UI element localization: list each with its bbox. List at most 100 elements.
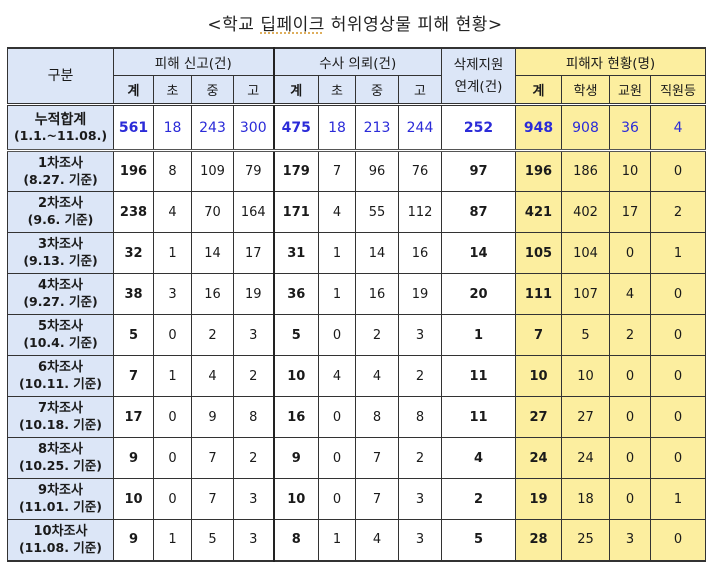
row-period: (8.27. 기준) (23, 171, 98, 187)
row-period: (10.25. 기준) (18, 458, 103, 473)
victim-students: 27 (561, 396, 610, 438)
invest-elementary: 4 (318, 191, 356, 233)
header-report-elementary: 초 (153, 75, 192, 106)
table-row: 7차조사 (10.18. 기준) 17 0 9 8 16 0 8 8 11 27 … (7, 396, 707, 438)
deletion-support: 20 (441, 273, 516, 315)
report-elementary: 1 (153, 232, 192, 274)
invest-high: 76 (398, 150, 442, 192)
invest-elementary: 4 (318, 355, 356, 397)
invest-middle: 8 (355, 396, 399, 438)
report-elementary: 0 (153, 396, 192, 438)
header-victim-group: 피해자 현황(명) (514, 47, 707, 76)
invest-elementary: 1 (318, 273, 356, 315)
row-period: (9.6. 기준) (27, 212, 94, 227)
victim-total: 111 (515, 273, 562, 315)
invest-total: 171 (272, 191, 319, 233)
victim-staff: 0 (649, 437, 707, 479)
invest-middle: 4 (355, 519, 399, 561)
report-high: 2 (233, 437, 274, 479)
report-middle: 243 (191, 104, 234, 152)
report-high: 19 (233, 273, 274, 315)
report-total: 38 (113, 273, 154, 315)
victim-total: 19 (515, 478, 562, 520)
table-row: 10차조사 (11.08. 기준) 9 1 5 3 8 1 4 3 5 28 25… (7, 519, 707, 561)
report-middle: 9 (191, 396, 234, 438)
victim-total: 7 (515, 314, 562, 356)
table-row: 5차조사 (10.4. 기준) 5 0 2 3 5 0 2 3 1 7 5 2 0 (7, 314, 707, 356)
invest-total: 179 (272, 150, 319, 192)
row-name: 4차조사 (38, 278, 83, 293)
row-name: 5차조사 (38, 319, 83, 334)
victim-students: 107 (561, 273, 610, 315)
invest-high: 16 (398, 232, 442, 274)
victim-staff: 0 (649, 273, 707, 315)
report-elementary: 1 (153, 355, 192, 397)
report-total: 17 (113, 396, 154, 438)
row-label: 10차조사 (11.08. 기준) (7, 519, 114, 561)
invest-high: 3 (398, 314, 442, 356)
report-elementary: 0 (153, 437, 192, 479)
deepfake-damage-table: 구분 피해 신고(건) 수사 의뢰(건) 삭제지원 연계(건) 피해자 현황(명)… (7, 47, 707, 562)
report-middle: 7 (191, 437, 234, 479)
table-row: 2차조사 (9.6. 기준) 238 4 70 164 171 4 55 112 … (7, 191, 707, 233)
victim-total: 27 (515, 396, 562, 438)
header-invest-total: 계 (272, 75, 319, 106)
victim-staff: 0 (649, 396, 707, 438)
deletion-support: 14 (441, 232, 516, 274)
deletion-support: 97 (441, 150, 516, 192)
invest-middle: 213 (355, 104, 399, 152)
table-row: 1차조사 (8.27. 기준) 196 8 109 79 179 7 96 76 … (7, 150, 707, 192)
report-total: 32 (113, 232, 154, 274)
victim-staff: 0 (649, 355, 707, 397)
row-name: 9차조사 (38, 483, 83, 498)
victim-students: 25 (561, 519, 610, 561)
invest-middle: 16 (355, 273, 399, 315)
report-high: 300 (233, 104, 274, 152)
row-name: 8차조사 (38, 442, 83, 457)
title-prefix: <학교 (207, 15, 261, 35)
row-label: 8차조사 (10.25. 기준) (7, 437, 114, 479)
header-deletion-line1: 삭제지원 (453, 57, 504, 73)
report-high: 8 (233, 396, 274, 438)
invest-total: 5 (272, 314, 319, 356)
invest-high: 3 (398, 478, 442, 520)
invest-middle: 14 (355, 232, 399, 274)
victim-total: 28 (515, 519, 562, 561)
table-row: 3차조사 (9.13. 기준) 32 1 14 17 31 1 14 16 14 … (7, 232, 707, 274)
row-period: (10.4. 기준) (23, 335, 98, 350)
victim-teachers: 3 (609, 519, 651, 561)
deletion-support: 2 (441, 478, 516, 520)
row-label: 9차조사 (11.01. 기준) (7, 478, 114, 520)
invest-high: 8 (398, 396, 442, 438)
report-elementary: 0 (153, 314, 192, 356)
report-total: 5 (113, 314, 154, 356)
header-deletion-support: 삭제지원 연계(건) (441, 47, 516, 106)
victim-teachers: 17 (609, 191, 651, 233)
report-high: 17 (233, 232, 274, 274)
row-label: 누적합계 (1.1.~11.08.) (7, 104, 114, 152)
report-total: 9 (113, 519, 154, 561)
report-middle: 16 (191, 273, 234, 315)
header-victim-total: 계 (515, 75, 562, 106)
row-label: 1차조사 (8.27. 기준) (7, 150, 114, 192)
row-label: 3차조사 (9.13. 기준) (7, 232, 114, 274)
row-name: 10차조사 (33, 523, 88, 539)
row-name: 1차조사 (38, 155, 83, 171)
invest-middle: 4 (355, 355, 399, 397)
invest-total: 475 (272, 104, 319, 152)
row-label: 2차조사 (9.6. 기준) (7, 191, 114, 233)
header-report-total: 계 (113, 75, 154, 106)
report-total: 7 (113, 355, 154, 397)
row-period: (11.08. 기준) (18, 539, 103, 555)
victim-teachers: 4 (609, 273, 651, 315)
invest-middle: 96 (355, 150, 399, 192)
report-middle: 109 (191, 150, 234, 192)
victim-students: 10 (561, 355, 610, 397)
deletion-support: 1 (441, 314, 516, 356)
report-middle: 7 (191, 478, 234, 520)
victim-teachers: 0 (609, 232, 651, 274)
report-total: 9 (113, 437, 154, 479)
victim-staff: 0 (649, 150, 707, 192)
victim-students: 104 (561, 232, 610, 274)
table-row: 8차조사 (10.25. 기준) 9 0 7 2 9 0 7 2 4 24 24 … (7, 437, 707, 479)
